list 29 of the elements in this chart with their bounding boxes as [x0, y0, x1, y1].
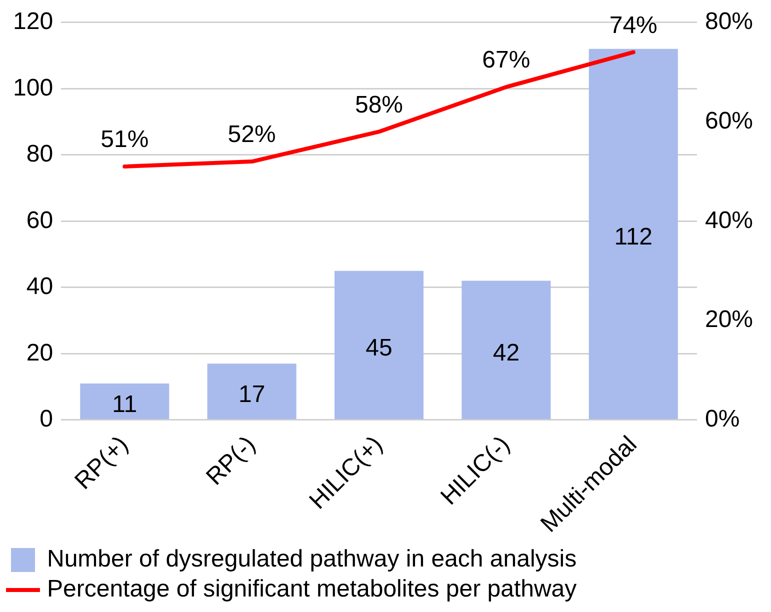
- y2-tick-label: 20%: [704, 306, 754, 334]
- bar: [80, 383, 170, 420]
- data-label: 42: [492, 340, 520, 367]
- bar: [334, 270, 424, 420]
- legend-label: Percentage of significant metabolites per pathway: [47, 576, 577, 603]
- y-tick-label: 80: [26, 140, 54, 168]
- y-tick-label: 120: [12, 8, 54, 36]
- y-tick-label: 60: [26, 206, 54, 234]
- data-label: 112: [614, 224, 653, 251]
- bar: [207, 364, 296, 420]
- data-label: 58%: [354, 91, 404, 118]
- data-label: 52%: [228, 121, 276, 148]
- bar: [588, 48, 678, 420]
- y-tick-label: 0: [40, 406, 54, 433]
- data-label: 45: [366, 334, 392, 362]
- y2-tick-label: 0%: [704, 406, 740, 433]
- data-label: 74%: [609, 12, 658, 39]
- legend-label: Number of dysregulated pathway in each analysis: [47, 546, 577, 573]
- data-label: 51%: [100, 126, 149, 154]
- y-tick-label: 100: [12, 74, 54, 102]
- data-label: 11: [112, 390, 138, 418]
- y-tick-label: 40: [26, 273, 54, 300]
- bar: [462, 280, 551, 420]
- y2-tick-label: 40%: [704, 206, 754, 234]
- y-tick-label: 20: [26, 339, 54, 366]
- y2-tick-label: 60%: [704, 107, 754, 134]
- data-label: 17: [238, 381, 266, 408]
- y2-tick-label: 80%: [704, 8, 754, 36]
- data-label: 67%: [482, 46, 530, 74]
